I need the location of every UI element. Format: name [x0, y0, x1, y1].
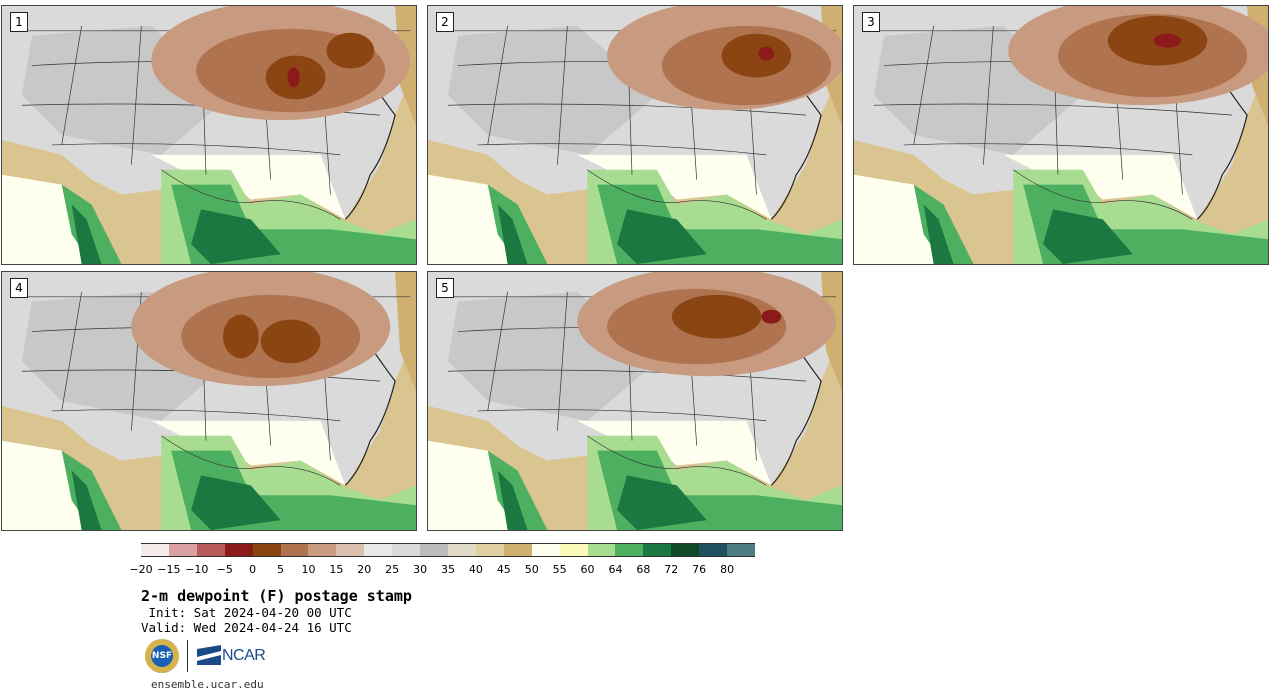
ncar-logo: NCAR — [222, 647, 266, 664]
panel-number: 2 — [436, 12, 454, 32]
logos: NSF NCAR — [145, 639, 275, 675]
moisture-layer — [1008, 6, 1268, 106]
site-url[interactable]: ensemble.ucar.edu — [151, 678, 264, 691]
colorbar-swatch — [559, 543, 589, 557]
colorbar-swatch — [531, 543, 561, 557]
colorbar-swatch — [308, 543, 337, 557]
colorbar-swatch — [643, 543, 672, 557]
colorbar-swatch — [671, 543, 700, 557]
colorbar-tick-label: 5 — [277, 563, 285, 576]
moisture-layer — [131, 272, 391, 387]
ensemble-panel-1[interactable]: 1 — [1, 5, 417, 265]
moisture-layer — [607, 6, 842, 111]
colorbar-tick-label: −5 — [216, 563, 233, 576]
colorbar-swatch — [168, 543, 198, 557]
colorbar-swatch — [727, 543, 756, 557]
colorbar-tick-label: 64 — [608, 563, 623, 576]
init-time: Init: Sat 2024-04-20 00 UTC — [141, 605, 352, 620]
colorbar-tick-label: 76 — [692, 563, 707, 576]
colorbar-swatch — [280, 543, 309, 557]
dewpoint-map — [854, 6, 1268, 264]
colorbar-swatch — [699, 543, 728, 557]
dewpoint-map — [428, 6, 842, 264]
ensemble-panel-2[interactable]: 2 — [427, 5, 843, 265]
dewpoint-map — [428, 272, 842, 530]
panel-number: 3 — [862, 12, 880, 32]
colorbar-tick-label: 55 — [552, 563, 567, 576]
colorbar-swatch — [475, 543, 505, 557]
valid-time: Valid: Wed 2024-04-24 16 UTC — [141, 620, 352, 635]
panel-number: 5 — [436, 278, 454, 298]
panel-number: 1 — [10, 12, 28, 32]
colorbar-swatch — [336, 543, 365, 557]
colorbar-tick-label: 68 — [636, 563, 651, 576]
colorbar-swatch — [587, 543, 616, 557]
logo-divider — [187, 640, 188, 672]
nsf-logo: NSF — [145, 639, 179, 673]
colorbar-swatch — [224, 543, 254, 557]
moisture-layer — [151, 6, 410, 121]
ensemble-panel-5[interactable]: 5 — [427, 271, 843, 531]
colorbar-tick-label: 20 — [357, 563, 372, 576]
panel-number: 4 — [10, 278, 28, 298]
colorbar-swatch — [448, 543, 477, 557]
colorbar-tick-label: 40 — [468, 563, 483, 576]
colorbar-tick-label: 50 — [524, 563, 539, 576]
ncar-logo-icon — [197, 645, 221, 665]
colorbar-swatch — [252, 543, 282, 557]
colorbar-tick-label: 30 — [413, 563, 428, 576]
colorbar-swatch — [503, 543, 533, 557]
colorbar-tick-label: 35 — [441, 563, 455, 576]
colorbar-swatch — [141, 543, 170, 557]
colorbar-tick-label: 25 — [385, 563, 400, 576]
colorbar-swatch — [196, 543, 226, 557]
colorbar-swatch — [364, 543, 393, 557]
colorbar-tick-label: −20 — [129, 563, 153, 576]
dewpoint-map — [2, 272, 416, 530]
colorbar-tick-label: 15 — [329, 563, 344, 576]
ensemble-panel-4[interactable]: 4 — [1, 271, 417, 531]
colorbar-tick-label: 10 — [301, 563, 316, 576]
colorbar-tick-label: 60 — [580, 563, 595, 576]
colorbar-tick-label: 72 — [664, 563, 679, 576]
colorbar-tick-label: 80 — [720, 563, 735, 576]
moisture-layer — [577, 272, 836, 377]
ensemble-panel-3[interactable]: 3 — [853, 5, 1269, 265]
colorbar-tick-label: 45 — [496, 563, 511, 576]
colorbar-tick-label: −15 — [157, 563, 181, 576]
colorbar-swatch — [615, 543, 644, 557]
colorbar-tick-label: 0 — [249, 563, 257, 576]
colorbar-swatch — [392, 543, 421, 557]
colorbar-tick-label: −10 — [185, 563, 209, 576]
colorbar-swatch — [420, 543, 449, 557]
chart-title: 2-m dewpoint (F) postage stamp — [141, 587, 412, 605]
dewpoint-map — [2, 6, 416, 264]
